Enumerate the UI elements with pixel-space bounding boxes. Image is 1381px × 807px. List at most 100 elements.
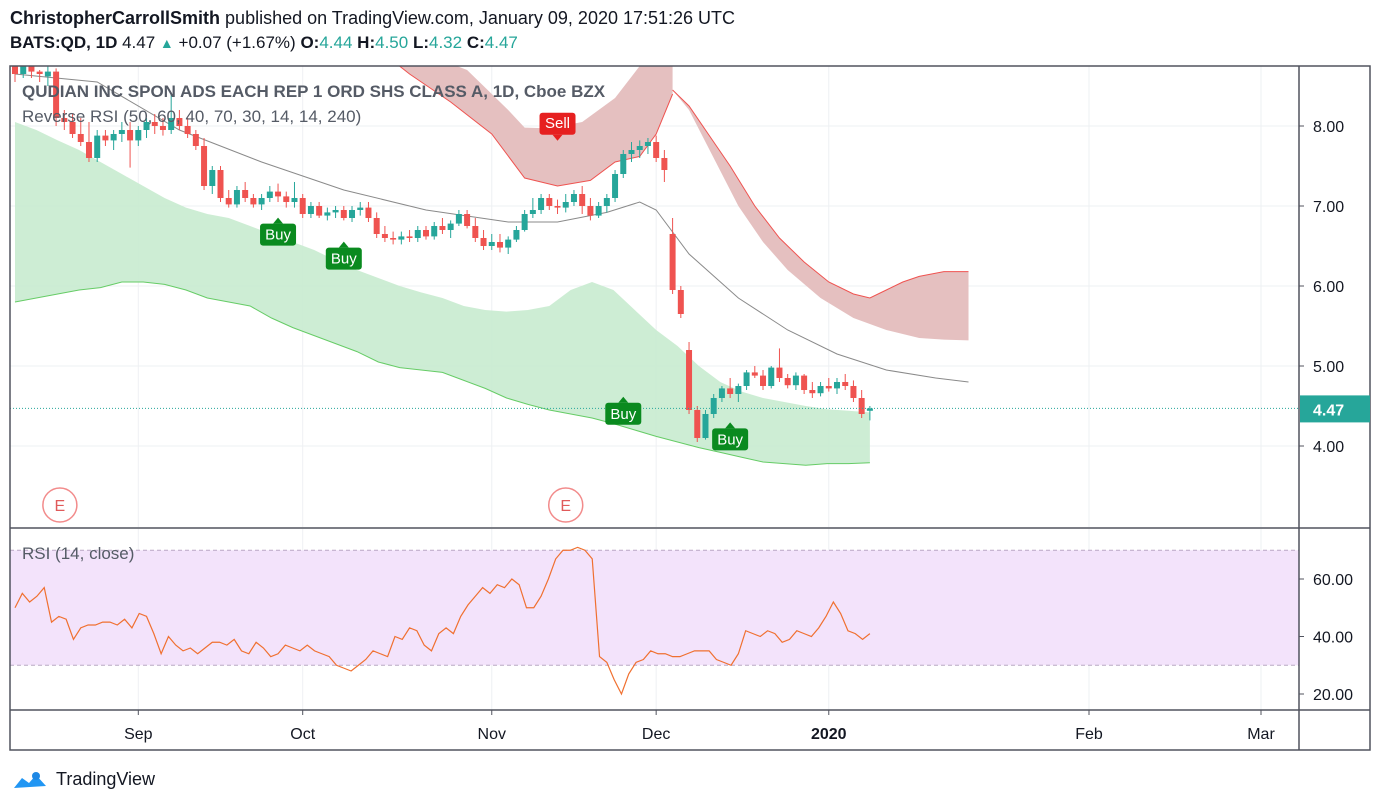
candle-body (316, 206, 323, 216)
candle-body (398, 236, 405, 240)
candle-body (233, 190, 240, 205)
candle-body (784, 378, 791, 386)
ohlc-line: BATS:QD, 1D 4.47 ▲ +0.07 (+1.67%) O:4.44… (10, 33, 518, 53)
publish-info: published on TradingView.com, January 09… (225, 8, 736, 28)
candle-body (365, 207, 372, 218)
candle-body (472, 226, 479, 238)
upper-band-line (672, 89, 969, 299)
author-name[interactable]: ChristopherCarrollSmith (10, 8, 221, 28)
high-label: H: (357, 33, 376, 52)
candle-body (718, 388, 725, 398)
candle-body (455, 214, 462, 224)
candle-body (28, 66, 35, 72)
time-tick-label: Sep (124, 726, 153, 743)
symbol-label: BATS:QD, 1D (10, 33, 118, 52)
candle-body (817, 386, 824, 394)
buy-signal-text: Buy (717, 431, 743, 448)
candle-body (291, 198, 298, 202)
indicator-label: Reverse RSI (50, 60, 40, 70, 30, 14, 14,… (22, 107, 361, 126)
lower-band-area (15, 122, 870, 466)
candle-body (842, 382, 849, 386)
candle-body (357, 207, 364, 210)
publish-line: ChristopherCarrollSmith published on Tra… (10, 8, 735, 29)
candle-body (266, 191, 273, 198)
candle-body (628, 150, 635, 154)
buy-signal-pointer (273, 217, 284, 224)
price-pane: Buy Buy Sell Buy Buy E E (10, 66, 1299, 527)
candle-body (85, 142, 92, 158)
high-value: 4.50 (375, 33, 409, 52)
candle-body (653, 142, 660, 158)
time-tick-label: Oct (290, 726, 315, 743)
candle-body (373, 218, 380, 234)
sell-signal-text: Sell (545, 115, 570, 132)
sell-signal-pointer (552, 134, 563, 141)
buy-signal-pointer (618, 396, 629, 403)
time-tick-label: Mar (1247, 726, 1275, 743)
candle-body (431, 226, 438, 237)
candle-body (250, 198, 257, 205)
earnings-marker-text: E (560, 498, 571, 515)
candle-body (151, 122, 158, 126)
candle-body (332, 210, 339, 213)
earnings-marker (547, 487, 584, 523)
candle-body (12, 66, 18, 74)
buy-signal-label (605, 402, 642, 425)
candle-body (439, 226, 446, 230)
middle-line (14, 73, 969, 383)
rsi-tick-label: 40.00 (1313, 630, 1353, 647)
candle-body (809, 390, 816, 394)
candle-body (258, 198, 265, 205)
candle-body (760, 375, 767, 386)
candle-body (834, 382, 840, 389)
candle-body (603, 198, 610, 206)
candle-body (340, 210, 347, 218)
candle-body (595, 206, 602, 216)
candle-body (686, 350, 693, 410)
buy-signal-text: Buy (331, 251, 357, 268)
rsi-pane (10, 529, 1299, 710)
earnings-marker-text: E (55, 498, 66, 515)
buy-signal-text: Buy (610, 406, 636, 423)
price-tick-label: 5.00 (1313, 359, 1344, 376)
candle-body (480, 238, 487, 246)
candle-body (209, 170, 216, 186)
candle-body (702, 414, 709, 438)
candle-body (694, 410, 701, 438)
sell-signal-label (539, 112, 576, 135)
last-price-badge (1300, 395, 1370, 423)
candle-body (546, 198, 553, 206)
last-price: 4.47 (122, 33, 156, 52)
candle-body (587, 206, 594, 216)
candle-body (743, 372, 750, 386)
candle-body (620, 154, 627, 174)
candle-body (801, 375, 808, 390)
candle-body (636, 146, 643, 150)
candle-body (69, 122, 76, 134)
candle-body (307, 206, 314, 214)
candle-body (184, 126, 191, 134)
buy-signal-pointer (338, 241, 349, 248)
candle-body (299, 198, 306, 214)
candle-body (102, 135, 109, 141)
lower-band-line (14, 281, 870, 466)
open-value: 4.44 (319, 33, 353, 52)
candle-body (275, 191, 282, 197)
price-tick-label: 7.00 (1313, 199, 1344, 216)
candle-body (176, 118, 183, 126)
candle-body (464, 214, 471, 226)
close-value: 4.47 (484, 33, 518, 52)
candle-body (529, 210, 536, 214)
low-value: 4.32 (429, 33, 463, 52)
candle-body (579, 194, 586, 206)
candle-body (447, 223, 454, 230)
candle-body (751, 372, 758, 376)
upper-band-area (399, 66, 673, 186)
candle-body (850, 386, 857, 398)
chart-title: QUDIAN INC SPON ADS EACH REP 1 ORD SHS C… (22, 82, 606, 101)
tradingview-footer[interactable]: TradingView (12, 769, 155, 790)
last-price-badge-text: 4.47 (1313, 402, 1344, 419)
candle-body (669, 234, 676, 290)
upper-band-line (398, 66, 674, 187)
